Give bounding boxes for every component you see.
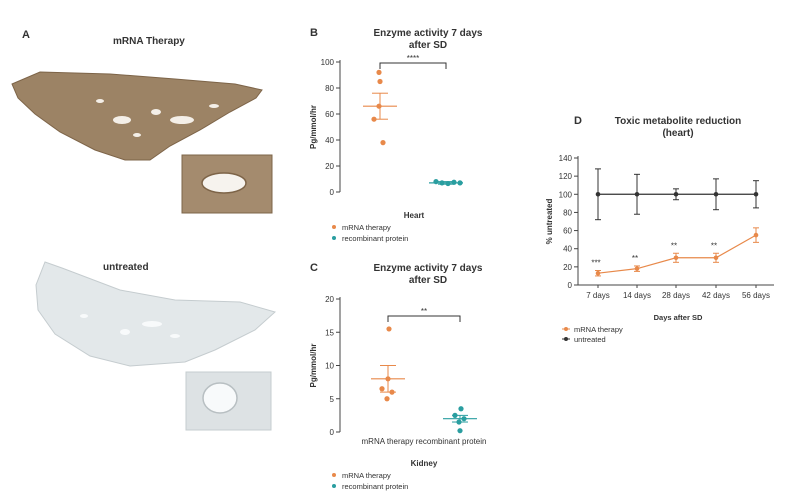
y-tick-label: 80 xyxy=(563,208,572,217)
data-point xyxy=(634,191,640,197)
data-point xyxy=(634,266,640,271)
data-point xyxy=(377,78,383,85)
y-tick-label: 80 xyxy=(325,84,334,93)
legend-marker xyxy=(332,225,336,229)
data-point xyxy=(753,191,759,197)
panel-b-letter: B xyxy=(310,27,318,39)
data-point xyxy=(713,255,719,261)
chart-title-line: after SD xyxy=(409,40,447,51)
legend-marker xyxy=(564,327,568,331)
panel-a: A mRNA Therapy untreated xyxy=(11,29,277,431)
y-tick-label: 0 xyxy=(330,428,335,437)
y-tick-label: 40 xyxy=(563,245,572,254)
legend-label: recombinant protein xyxy=(342,234,408,243)
data-point xyxy=(457,428,463,434)
y-tick-label: 120 xyxy=(559,172,573,181)
panel-d-letter: D xyxy=(574,115,582,127)
x-tick-label: mRNA therapy recombinant protein xyxy=(362,437,487,446)
panel-a-letter: A xyxy=(22,29,30,41)
y-tick-label: 15 xyxy=(325,328,334,337)
legend-marker xyxy=(332,236,336,240)
y-tick-label: 20 xyxy=(563,263,572,272)
y-tick-label: 0 xyxy=(568,281,573,290)
y-axis-label: Pg/mmol/hr xyxy=(309,105,318,149)
data-point xyxy=(451,179,457,185)
chart-title-line: (heart) xyxy=(662,128,693,139)
x-tick-label: 56 days xyxy=(742,291,770,300)
y-tick-label: 100 xyxy=(559,190,573,199)
data-point xyxy=(673,191,679,197)
legend-label: untreated xyxy=(574,335,606,344)
significance-bracket xyxy=(387,315,461,322)
x-axis-label: Heart xyxy=(404,211,425,220)
significance-label: **** xyxy=(407,54,419,63)
x-axis-label: Days after SD xyxy=(654,313,703,322)
y-tick-label: 60 xyxy=(563,227,572,236)
data-point xyxy=(753,232,759,238)
legend-label: mRNA therapy xyxy=(574,325,623,334)
chart-title-line: Toxic metabolite reduction xyxy=(615,116,742,127)
y-tick-label: 60 xyxy=(325,110,334,119)
significance-label: ** xyxy=(671,241,677,250)
data-point xyxy=(595,270,601,276)
data-point xyxy=(458,406,464,412)
data-point xyxy=(445,180,451,187)
y-tick-label: 40 xyxy=(325,136,334,145)
x-tick-label: 14 days xyxy=(623,291,651,300)
significance-bracket xyxy=(379,62,447,69)
untreated-tissue-image xyxy=(35,261,277,431)
data-point xyxy=(595,191,601,197)
legend-label: mRNA therapy xyxy=(342,223,391,232)
y-tick-label: 20 xyxy=(325,295,334,304)
panel-a-bottom-label: untreated xyxy=(103,262,149,273)
y-tick-label: 10 xyxy=(325,362,334,371)
data-point xyxy=(386,326,392,332)
chart-d: D Toxic metabolite reduction(heart) 0 20 40 6… xyxy=(545,115,774,344)
legend-marker xyxy=(332,484,336,488)
x-tick-label: 42 days xyxy=(702,291,730,300)
panel-a-top-label: mRNA Therapy xyxy=(113,36,185,47)
y-axis-label: Pg/mmol/hr xyxy=(309,343,318,387)
x-tick-label: 28 days xyxy=(662,291,690,300)
significance-label: ** xyxy=(421,307,427,316)
data-point xyxy=(673,255,679,261)
panel-c-letter: C xyxy=(310,262,318,274)
significance-label: *** xyxy=(591,258,600,267)
y-tick-label: 140 xyxy=(559,154,573,163)
y-tick-label: 20 xyxy=(325,162,334,171)
x-tick-label: 7 days xyxy=(586,291,610,300)
chart-title-line: Enzyme activity 7 days xyxy=(374,28,483,39)
y-tick-label: 5 xyxy=(330,395,335,404)
data-point xyxy=(384,396,390,402)
significance-label: ** xyxy=(711,241,717,250)
significance-label: ** xyxy=(632,254,638,263)
data-point xyxy=(379,386,385,392)
chart-title-line: Enzyme activity 7 days xyxy=(374,263,483,274)
chart-title-line: after SD xyxy=(409,275,447,286)
y-axis-label: % untreated xyxy=(545,199,554,245)
legend-label: recombinant protein xyxy=(342,482,408,491)
data-point xyxy=(376,69,382,75)
legend-marker xyxy=(564,337,568,341)
treated-tissue-image xyxy=(11,71,273,214)
legend-marker xyxy=(332,473,336,477)
data-point xyxy=(380,140,386,146)
legend-label: mRNA therapy xyxy=(342,471,391,480)
y-tick-label: 0 xyxy=(330,188,335,197)
y-tick-label: 100 xyxy=(321,58,335,67)
x-axis-label: Kidney xyxy=(411,459,438,468)
data-point xyxy=(713,191,719,197)
